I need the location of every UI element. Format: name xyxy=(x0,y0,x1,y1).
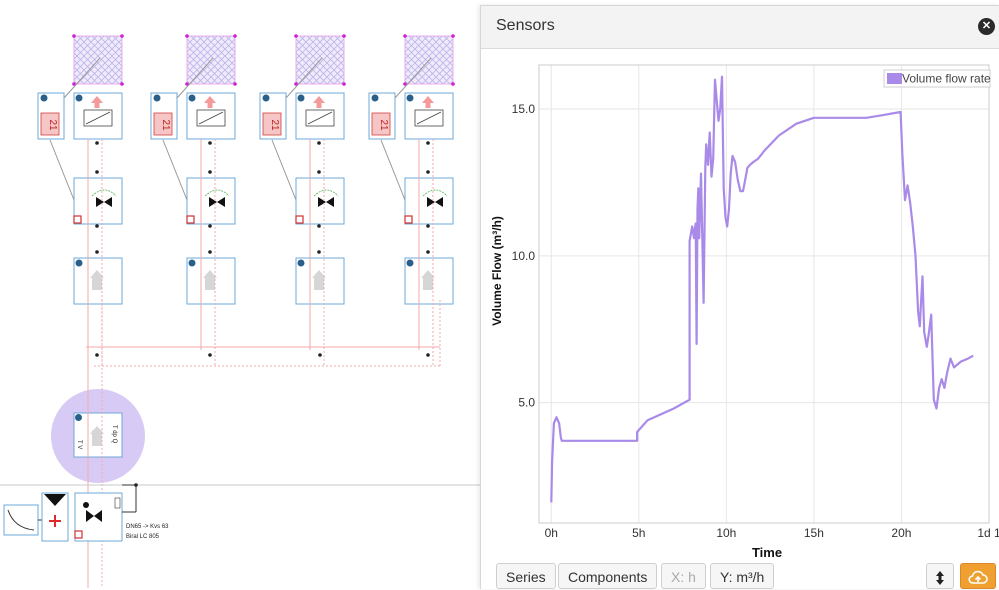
sensors-panel: Sensors ✕ 0h 5h 10h 15h 20h 1d 1 5.0 10.0 15.0 V… xyxy=(480,5,999,589)
panel-header: Sensors ✕ xyxy=(481,6,999,49)
network-diagram-canvas[interactable]: 21 21 21 21 T V T dp Q xyxy=(0,0,480,588)
plot-border xyxy=(538,64,990,524)
series-line-volume-flow-rate[interactable] xyxy=(550,75,974,503)
panel-title: Sensors xyxy=(496,17,555,34)
cloud-upload-icon[interactable] xyxy=(960,563,996,589)
x-tick-label: 20h xyxy=(891,526,911,540)
valve-spec-line1: DN65 -> Kvs 63 xyxy=(126,524,169,530)
y-tick-label: 5.0 xyxy=(518,396,535,410)
series-button[interactable]: Series xyxy=(496,563,556,589)
network-diagram: 21 21 21 21 T V T dp Q xyxy=(0,34,480,588)
curve-block xyxy=(3,504,39,536)
components-button[interactable]: Components xyxy=(558,563,658,589)
supply-bus xyxy=(86,300,441,367)
legend-swatch xyxy=(887,73,902,84)
x-tick-label: 10h xyxy=(716,526,736,540)
close-icon[interactable]: ✕ xyxy=(978,18,995,35)
x-tick-label: 1d 1 xyxy=(977,526,999,540)
counter-label: 21 xyxy=(378,119,389,131)
y-tick-label: 15.0 xyxy=(512,102,536,116)
y-unit-button[interactable]: Y: m³/h xyxy=(710,563,775,589)
counter-label: 21 xyxy=(47,119,58,131)
volume-flow-chart: 0h 5h 10h 15h 20h 1d 1 5.0 10.0 15.0 Volume flow… xyxy=(490,64,999,560)
svg-text:T V: T V xyxy=(76,440,82,449)
main-pump-station[interactable]: DN65 -> Kvs 63 Biral LC 805 xyxy=(3,483,169,542)
selected-sensor-node[interactable]: T V T dp Q xyxy=(51,389,145,483)
counter-label: 21 xyxy=(269,119,280,131)
valve-block xyxy=(295,177,345,225)
legend-label: Volume flow rate xyxy=(902,72,991,86)
branch-column-4[interactable]: 21 xyxy=(368,34,455,366)
svg-text:T dp Q: T dp Q xyxy=(111,425,117,444)
chart-legend[interactable]: Volume flow rate xyxy=(883,69,991,88)
branch-column-2[interactable]: 21 xyxy=(150,34,237,366)
x-tick-label: 5h xyxy=(632,526,645,540)
x-axis-title: Time xyxy=(752,545,782,560)
y-axis-title: Volume Flow (m³/h) xyxy=(490,216,504,326)
x-tick-label: 15h xyxy=(804,526,824,540)
branch-column-3[interactable]: 21 xyxy=(259,34,346,366)
x-tick-label: 0h xyxy=(545,526,558,540)
vertical-arrows-icon[interactable] xyxy=(926,563,954,589)
x-unit-button[interactable]: X: h xyxy=(661,563,706,589)
valve-spec-line2: Biral LC 805 xyxy=(126,534,160,540)
y-tick-label: 10.0 xyxy=(512,249,536,263)
counter-label: 21 xyxy=(160,119,171,131)
branch-column-1[interactable]: 21 xyxy=(37,34,124,366)
